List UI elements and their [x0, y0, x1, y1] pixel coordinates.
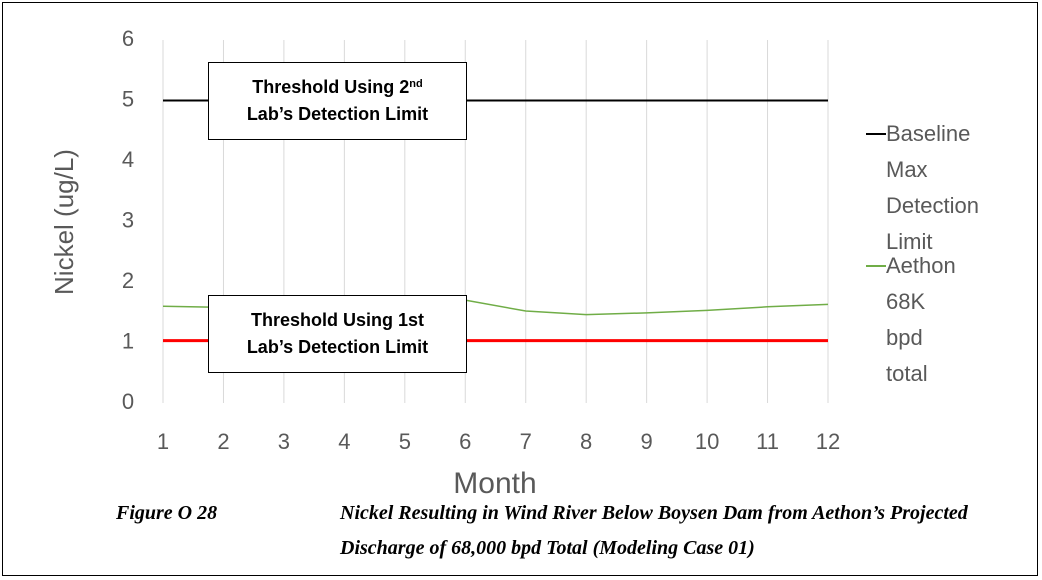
- y-tick-label: 4: [122, 147, 134, 172]
- x-tick-label: 8: [580, 429, 592, 454]
- x-tick-label: 3: [278, 429, 290, 454]
- x-tick-label: 7: [520, 429, 532, 454]
- legend-text: Aethon 68K bpd total: [886, 253, 956, 386]
- caption-label: Figure O 28: [116, 502, 218, 524]
- annotation-text: Threshold Using 2: [252, 77, 410, 97]
- annotation-line: Threshold Using 2nd: [252, 74, 422, 101]
- legend-item: Aethon 68K bpd total: [866, 248, 1016, 392]
- annotation-text: Lab’s Detection Limit: [246, 337, 429, 357]
- caption-text: Nickel Resulting in Wind River Below Boy…: [340, 502, 968, 559]
- x-tick-label: 5: [399, 429, 411, 454]
- x-axis-label: Month: [453, 467, 536, 500]
- x-tick-label: 1: [157, 429, 169, 454]
- legend-swatch: [866, 133, 886, 135]
- x-tick-label: 10: [695, 429, 719, 454]
- x-tick-label: 11: [756, 429, 779, 454]
- annotation-box: Threshold Using 2nd Lab’s Detection Limit: [208, 62, 467, 140]
- annotation-box: Threshold Using 1st Lab’s Detection Limit: [208, 295, 467, 373]
- x-tick-label: 2: [217, 429, 229, 454]
- legend-text: Baseline Max Detection Limit: [886, 121, 979, 254]
- x-tick-label: 9: [641, 429, 653, 454]
- annotation-text: Threshold Using 1st: [250, 310, 425, 330]
- x-tick-label: 6: [459, 429, 471, 454]
- annotation-line: Threshold Using 1st: [251, 307, 424, 334]
- annotation-text: Lab’s Detection Limit: [246, 104, 429, 124]
- x-tick-label: 12: [816, 429, 840, 454]
- y-tick-label: 6: [122, 26, 134, 51]
- y-tick-label: 2: [122, 268, 134, 293]
- legend-item: Baseline Max Detection Limit: [866, 116, 1016, 260]
- y-tick-label: 3: [122, 207, 134, 232]
- y-tick-label: 1: [122, 328, 134, 353]
- annotation-superscript: nd: [409, 78, 423, 90]
- x-tick-label: 4: [338, 429, 350, 454]
- y-tick-label: 0: [122, 389, 134, 414]
- legend-swatch: [866, 265, 886, 267]
- y-tick-label: 5: [122, 86, 134, 111]
- y-axis-label: Nickel (ug/L): [49, 149, 79, 295]
- caption: Figure O 28 Nickel Resulting in Wind Riv…: [116, 496, 1016, 566]
